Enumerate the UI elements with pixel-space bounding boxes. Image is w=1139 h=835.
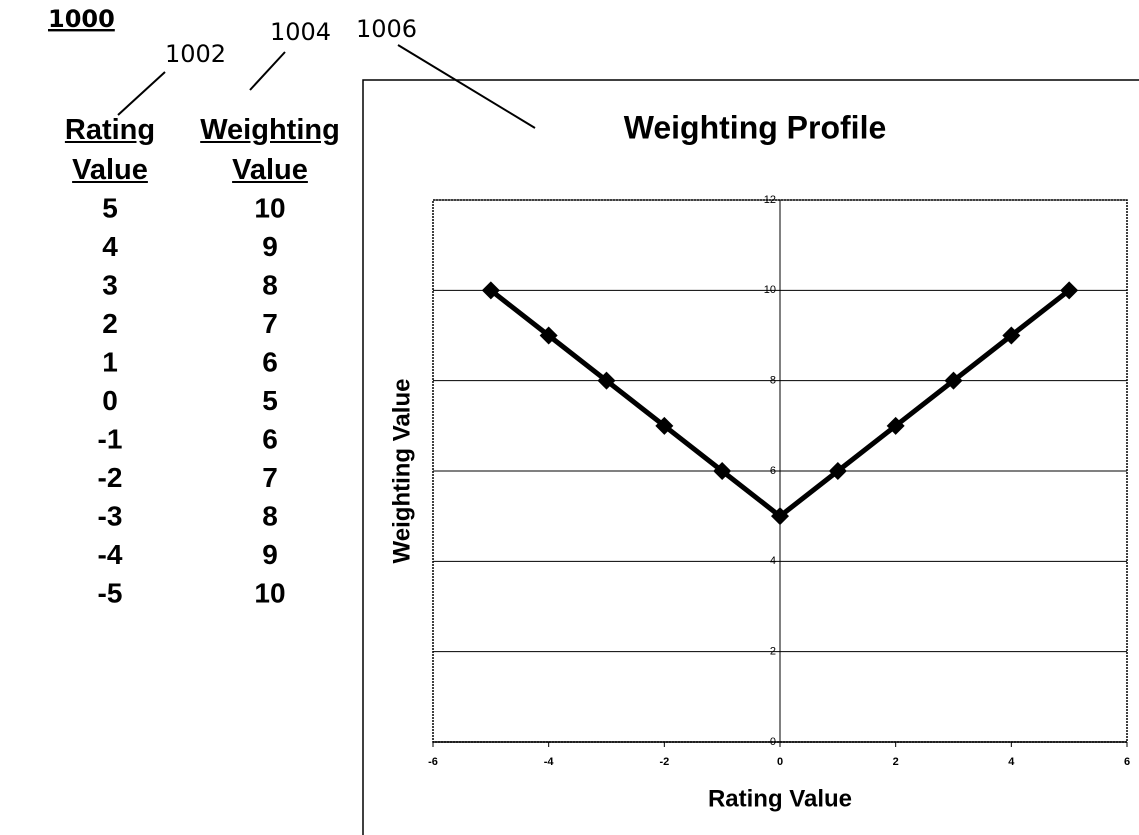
x-tick-label: 0 [777, 756, 783, 768]
table-header: Rating Value [64, 114, 156, 186]
data-point [828, 462, 847, 480]
x-tick-label: -4 [544, 756, 555, 768]
table-header: Weighting Value [200, 114, 340, 186]
table-cell: 10 [254, 577, 285, 608]
x-tick-label: 4 [1008, 756, 1015, 768]
data-point [886, 416, 905, 435]
callout-line [397, 44, 536, 129]
callout: 1004 [270, 18, 331, 46]
callout: 1002 [165, 40, 226, 68]
table-cell: 9 [262, 539, 278, 570]
table-cell: -3 [98, 500, 123, 531]
x-tick-label: -2 [659, 756, 669, 768]
table-cell: 2 [102, 308, 118, 339]
table-cell: -5 [98, 577, 123, 608]
table-cell: -4 [98, 539, 123, 570]
table-cell: 1 [102, 346, 118, 377]
data-point [713, 462, 732, 480]
data-point [1002, 326, 1021, 345]
table-cell: 4 [102, 231, 118, 262]
data-point [597, 371, 616, 390]
table-cell: 10 [254, 192, 285, 223]
y-axis-label: Weighting Value [388, 379, 415, 564]
table-cell: -2 [98, 462, 123, 493]
data-point [481, 281, 500, 300]
table-cell: 5 [262, 385, 278, 416]
y-tick-label: 8 [770, 375, 776, 387]
y-tick-label: 10 [764, 284, 776, 296]
x-tick-label: 2 [893, 756, 899, 768]
y-tick-label: 2 [770, 646, 776, 658]
table-cell: 8 [262, 269, 278, 300]
table-cell: 9 [262, 231, 278, 262]
data-point [944, 371, 963, 390]
table-cell: 3 [102, 269, 118, 300]
chart-title: Weighting Profile [624, 109, 887, 145]
table-cell: 5 [102, 192, 118, 223]
x-axis-label: Rating Value [708, 785, 852, 812]
table-cell: -1 [98, 423, 123, 454]
x-tick-label: 6 [1124, 756, 1130, 768]
table-cell: 6 [262, 346, 278, 377]
table-cell: 8 [262, 500, 278, 531]
callout-line [249, 51, 286, 91]
data-point [771, 507, 789, 526]
y-tick-label: 12 [764, 194, 776, 206]
chart-frame [362, 79, 1139, 835]
data-point [655, 416, 674, 435]
table-cell: 7 [262, 462, 278, 493]
y-tick-label: 4 [770, 555, 776, 567]
table-cell: 6 [262, 423, 278, 454]
table-cell: 7 [262, 308, 278, 339]
callout: 1006 [356, 15, 417, 43]
data-point [539, 326, 558, 345]
x-tick-label: -6 [428, 756, 438, 768]
y-tick-label: 6 [770, 465, 776, 477]
figure-label: 1000 [48, 5, 115, 33]
callout-line [117, 71, 166, 116]
data-point [1060, 281, 1079, 300]
table-cell: 0 [102, 385, 118, 416]
